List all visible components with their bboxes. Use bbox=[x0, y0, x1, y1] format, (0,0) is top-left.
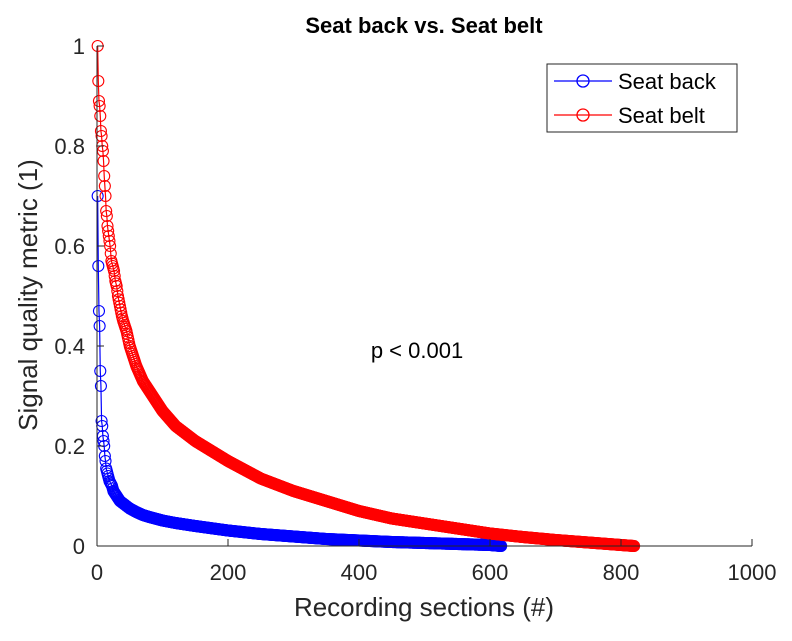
series-seat-belt bbox=[91, 39, 641, 553]
x-tick-label: 0 bbox=[91, 560, 103, 585]
y-tick-label: 0.2 bbox=[54, 434, 85, 459]
x-tick-label: 200 bbox=[210, 560, 247, 585]
data-point-seat-belt bbox=[101, 219, 114, 233]
legend-label-seat-back: Seat back bbox=[618, 69, 717, 94]
data-point-seat-belt bbox=[98, 179, 111, 193]
p-value-annotation: p < 0.001 bbox=[371, 338, 463, 363]
data-point-seat-belt bbox=[111, 284, 124, 298]
data-point-seat-belt bbox=[104, 247, 117, 260]
data-point-seat-back bbox=[92, 304, 106, 318]
x-tick-label: 1000 bbox=[728, 560, 777, 585]
data-point-seat-back bbox=[91, 189, 104, 203]
legend-box bbox=[546, 63, 738, 133]
data-point-seat-belt bbox=[102, 229, 115, 243]
data-point-seat-belt bbox=[99, 189, 112, 203]
data-point-seat-belt bbox=[92, 74, 105, 88]
x-tick-label: 800 bbox=[603, 560, 640, 585]
data-point-seat-back bbox=[94, 379, 107, 393]
y-tick-label: 0.8 bbox=[54, 134, 85, 159]
x-tick-label: 600 bbox=[472, 560, 509, 585]
data-point-seat-belt bbox=[92, 94, 106, 108]
data-point-seat-belt bbox=[98, 169, 111, 183]
data-point-seat-belt bbox=[102, 224, 115, 238]
legend: Seat back Seat belt bbox=[546, 63, 738, 133]
x-tick-label: 400 bbox=[341, 560, 378, 585]
x-axis-label: Recording sections (#) bbox=[294, 592, 554, 622]
data-point-seat-belt bbox=[97, 154, 110, 168]
data-point-seat-belt bbox=[94, 109, 107, 123]
data-point-seat-belt bbox=[110, 279, 123, 293]
data-point-seat-belt bbox=[107, 264, 121, 278]
data-point-seat-belt bbox=[104, 239, 117, 253]
y-tick-label: 0.4 bbox=[54, 334, 85, 359]
data-point-seat-back bbox=[99, 454, 112, 468]
y-tick-label: 0 bbox=[73, 534, 85, 559]
legend-label-seat-belt: Seat belt bbox=[618, 103, 705, 128]
legend-marker-seat-back bbox=[576, 74, 590, 88]
plot-area bbox=[91, 39, 641, 553]
data-point-seat-back bbox=[93, 319, 106, 333]
legend-marker-seat-belt bbox=[576, 108, 590, 122]
series-seat-back bbox=[91, 189, 508, 553]
data-point-seat-back bbox=[94, 364, 107, 378]
data-point-seat-belt bbox=[93, 99, 106, 113]
axes: 0 200 400 600 800 1000 0 0.2 0.4 0.6 0.8 1 bbox=[54, 34, 776, 585]
data-point-seat-belt bbox=[100, 209, 113, 223]
y-tick-label: 1 bbox=[73, 34, 85, 59]
data-point-seat-belt bbox=[100, 204, 113, 218]
y-tick-label: 0.6 bbox=[54, 234, 85, 259]
data-point-seat-belt bbox=[108, 269, 121, 283]
y-axis-label: Signal quality metric (1) bbox=[13, 159, 43, 431]
chart-title: Seat back vs. Seat belt bbox=[305, 13, 543, 38]
data-point-seat-belt bbox=[95, 129, 108, 143]
data-point-seat-back bbox=[92, 259, 105, 273]
data-point-seat-belt bbox=[103, 234, 116, 248]
data-point-seat-belt bbox=[94, 124, 107, 138]
data-point-seat-back bbox=[95, 414, 108, 428]
data-point-seat-back bbox=[98, 449, 111, 463]
